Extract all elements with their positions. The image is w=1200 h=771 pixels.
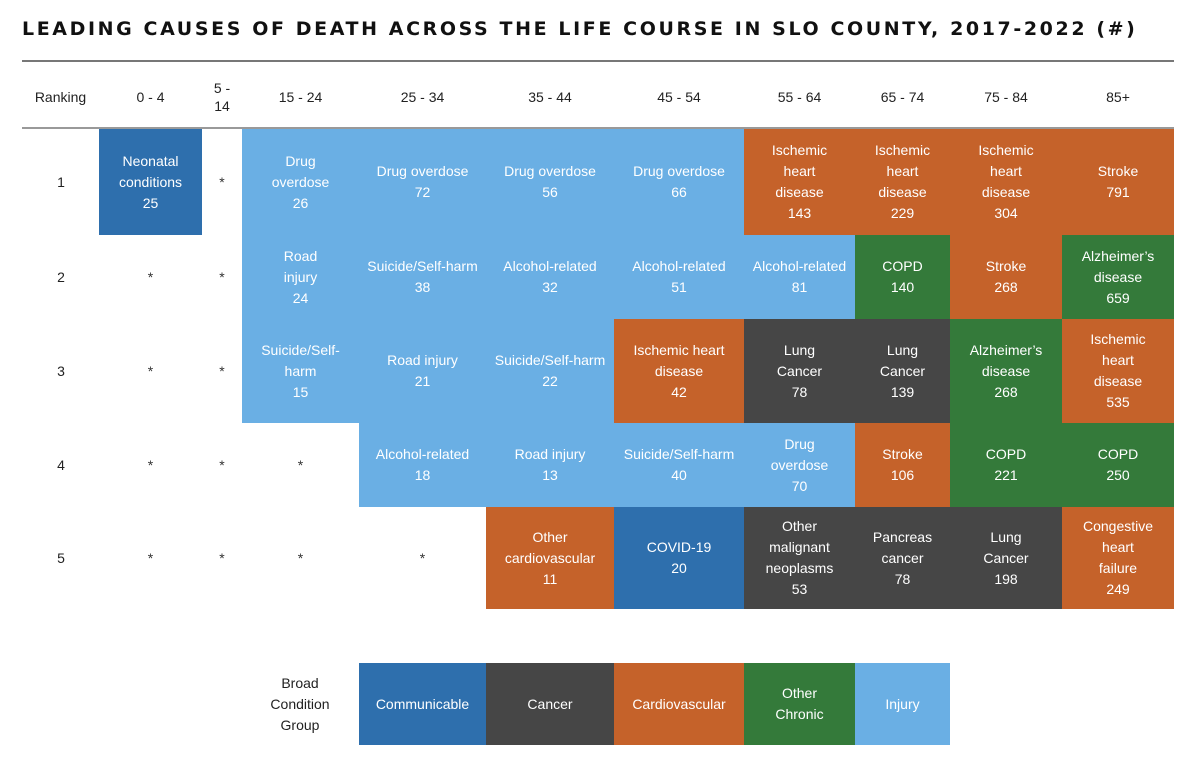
rank-label: 1 [57, 174, 65, 190]
cause-cell: Alzheimer’s disease 659 [1062, 235, 1174, 319]
cause-cell: Stroke 791 [1062, 129, 1174, 235]
chart-title: LEADING CAUSES OF DEATH ACROSS THE LIFE … [22, 18, 1138, 40]
suppressed-cell: * [219, 549, 225, 566]
suppressed-cell: * [147, 549, 154, 566]
suppressed-cell: * [147, 456, 154, 473]
cause-cell: Other malignant neoplasms 53 [744, 507, 855, 609]
cause-cell: COVID-19 20 [614, 507, 744, 609]
cause-cell: COPD 140 [855, 235, 950, 319]
cause-cell: Lung Cancer 198 [950, 507, 1062, 609]
cause-cell: Stroke 268 [950, 235, 1062, 319]
cause-cell: Drug overdose 56 [486, 129, 614, 235]
suppressed-cell: * [147, 268, 154, 285]
cause-cell: Alcohol-related 81 [744, 235, 855, 319]
cause-cell: Suicide/Self-harm 40 [614, 423, 744, 507]
suppressed-cell: * [219, 456, 225, 473]
cause-cell: COPD 250 [1062, 423, 1174, 507]
cause-cell: Lung Cancer 78 [744, 319, 855, 423]
rank-label: 5 [57, 550, 65, 566]
cause-cell: Neonatal conditions 25 [99, 129, 202, 235]
cause-cell: Congestive heart failure 249 [1062, 507, 1174, 609]
cause-cell: Ischemic heart disease 304 [950, 129, 1062, 235]
cause-cell: Road injury 24 [242, 235, 359, 319]
cause-cell: Road injury 13 [486, 423, 614, 507]
ranking-header: Ranking [34, 89, 87, 105]
age-group-header: 25 - 34 [400, 89, 445, 105]
cause-cell: Alzheimer’s disease 268 [950, 319, 1062, 423]
age-group-header: 35 - 44 [528, 89, 572, 105]
suppressed-cell: * [147, 362, 154, 379]
cause-cell: Drug overdose 26 [242, 129, 359, 235]
cause-cell: Suicide/Self-harm 15 [242, 319, 359, 423]
suppressed-cell: * [297, 549, 304, 566]
suppressed-cell: * [297, 456, 304, 473]
age-group-header: 65 - 74 [880, 89, 925, 105]
cause-cell: COPD 221 [950, 423, 1062, 507]
legend-item: Cardiovascular [614, 663, 744, 745]
cause-cell: Drug overdose 70 [744, 423, 855, 507]
legend-item: Injury [855, 663, 950, 745]
cause-cell: Other cardiovascular 11 [486, 507, 614, 609]
suppressed-cell: * [219, 173, 225, 190]
age-group-header: 15 - 24 [278, 89, 323, 105]
cause-cell: Road injury 21 [359, 319, 486, 423]
age-group-header: 0 - 4 [136, 89, 165, 105]
age-group-header: 85+ [1106, 89, 1130, 105]
legend-title: Broad Condition Group [270, 674, 330, 733]
suppressed-cell: * [219, 362, 225, 379]
suppressed-cell: * [419, 549, 426, 566]
suppressed-cell: * [219, 268, 225, 285]
top-rule [22, 60, 1174, 62]
age-group-header: 45 - 54 [657, 89, 701, 105]
cause-cell: Ischemic heart disease 229 [855, 129, 950, 235]
cause-cell: Ischemic heart disease 42 [614, 319, 744, 423]
legend-item: Communicable [359, 663, 486, 745]
cause-cell: Alcohol-related 18 [359, 423, 486, 507]
cause-cell: Alcohol-related 32 [486, 235, 614, 319]
age-group-header: 55 - 64 [777, 89, 822, 105]
cause-cell: Lung Cancer 139 [855, 319, 950, 423]
age-group-header: 75 - 84 [984, 89, 1028, 105]
cause-cell: Drug overdose 72 [359, 129, 486, 235]
cause-cell: Alcohol-related 51 [614, 235, 744, 319]
cause-cell: Stroke 106 [855, 423, 950, 507]
rank-label: 2 [57, 269, 65, 285]
cause-cell: Ischemic heart disease 535 [1062, 319, 1174, 423]
cause-cell: Suicide/Self-harm 22 [486, 319, 614, 423]
cause-cell: Drug overdose 66 [614, 129, 744, 235]
legend-item: Other Chronic [744, 663, 855, 745]
cause-cell: Suicide/Self-harm 38 [359, 235, 486, 319]
cause-cell: Ischemic heart disease 143 [744, 129, 855, 235]
rank-label: 3 [57, 363, 65, 379]
legend-item: Cancer [486, 663, 614, 745]
age-group-header: 5 - 14 [213, 80, 231, 114]
header-rule [22, 127, 1174, 129]
rank-label: 4 [57, 457, 65, 473]
cause-cell: Pancreas cancer 78 [855, 507, 950, 609]
